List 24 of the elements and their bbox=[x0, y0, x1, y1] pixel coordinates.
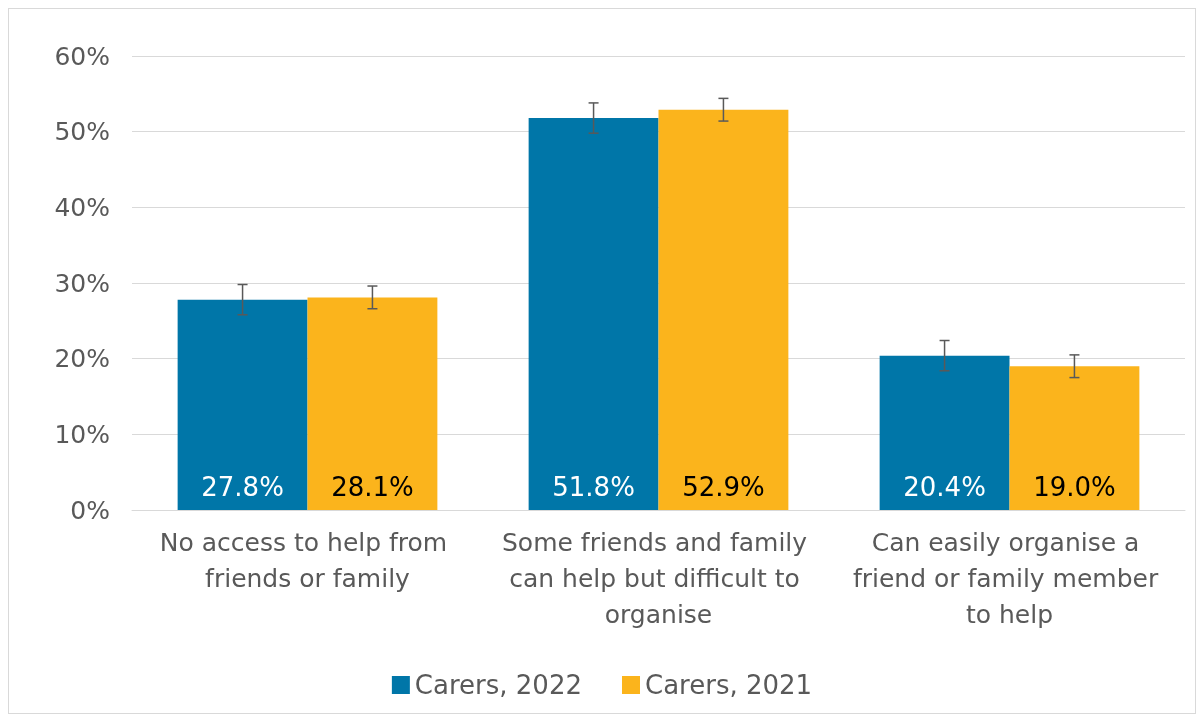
bar bbox=[1009, 366, 1140, 510]
x-tick-label: No access to help from friends or family bbox=[159, 527, 456, 593]
x-tick-label: Can easily organise a friend or family member to help bbox=[852, 527, 1167, 629]
y-tick-label: 40% bbox=[54, 192, 110, 222]
data-label: 52.9% bbox=[682, 472, 765, 502]
y-tick-label: 30% bbox=[54, 268, 110, 298]
bar bbox=[528, 118, 659, 510]
x-tick-label: Some friends and family can help but difficult to organise bbox=[501, 527, 816, 629]
legend-label: Carers, 2022 bbox=[414, 670, 583, 700]
data-label: 27.8% bbox=[201, 472, 284, 502]
data-label: 51.8% bbox=[552, 472, 635, 502]
data-label: 19.0% bbox=[1033, 472, 1116, 502]
y-tick-label: 0% bbox=[70, 495, 110, 525]
data-label: 20.4% bbox=[903, 472, 986, 502]
bar bbox=[177, 299, 308, 510]
legend-label: Carers, 2021 bbox=[645, 670, 813, 700]
data-label: 28.1% bbox=[331, 472, 414, 502]
bar bbox=[658, 109, 789, 510]
y-tick-label: 20% bbox=[54, 344, 110, 374]
bar bbox=[879, 355, 1010, 510]
y-tick-label: 60% bbox=[54, 41, 110, 71]
bar bbox=[307, 297, 438, 510]
y-tick-label: 10% bbox=[54, 419, 110, 449]
y-tick-label: 50% bbox=[54, 117, 110, 147]
